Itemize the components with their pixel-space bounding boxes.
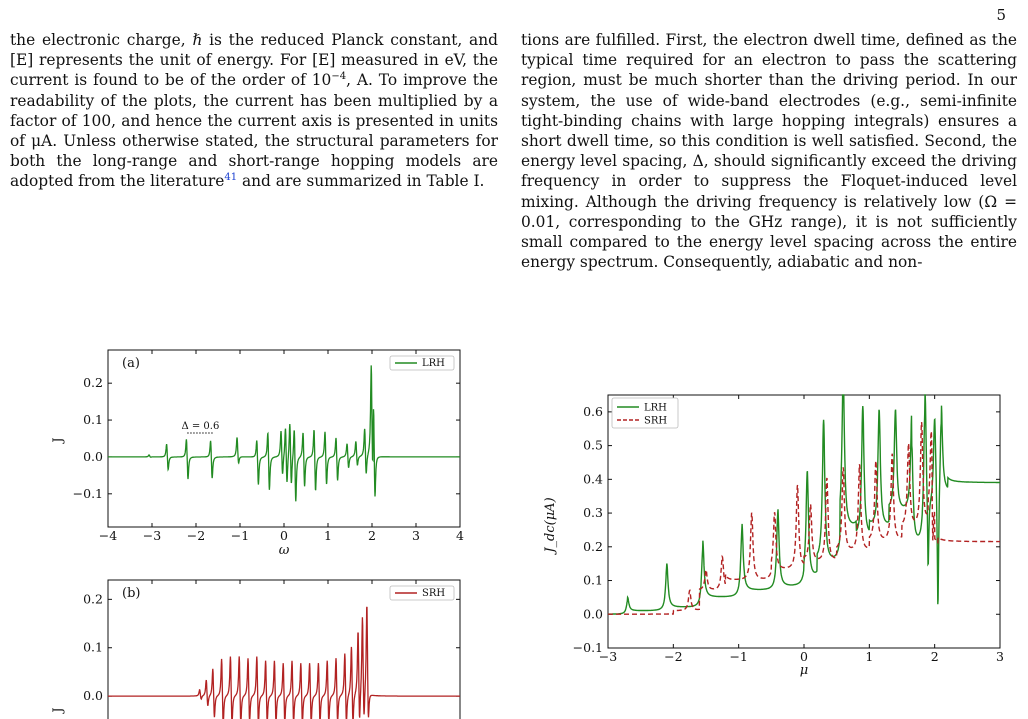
x-tick-label: 2 [931, 649, 939, 664]
y-tick-label: 0.0 [583, 606, 603, 621]
legend-label: LRH [422, 358, 445, 369]
x-tick-label: 4 [456, 528, 464, 543]
citation-link[interactable]: 41 [224, 172, 238, 184]
figure-jdc-vs-mu: 0.6 0.5 0.4 0.3 0.2 0.1 0.0 −0.1−3 −2 −1 0 1 2 3 J_dc(… [543, 394, 1004, 678]
plot-frame [107, 349, 461, 528]
y-tick-label: 0.0 [83, 449, 103, 464]
y-tick-label: 0.0 [83, 688, 103, 703]
y-tick-label: 0.2 [583, 539, 603, 554]
y-tick-label: 0.2 [83, 375, 103, 390]
panel-label: (a) [122, 356, 140, 371]
y-tick-label: 0.1 [83, 640, 103, 655]
x-tick-label: 0 [800, 649, 808, 664]
x-tick-label: −1 [729, 649, 747, 664]
y-tick-label: 0.1 [583, 573, 603, 588]
x-tick-label: −3 [599, 649, 617, 664]
figure-panel-a: 0.2 0.1 0.0 −0.1 −4 −3 −2 −1 0 1 2 3 4 (a) Jω LRH Δ = 0.… [51, 349, 464, 558]
left-text-part: the electronic charge, ℏ is the reduced … [10, 31, 498, 90]
x-tick-label: −2 [664, 649, 682, 664]
x-tick-label: 1 [865, 649, 873, 664]
legend-label: LRH [644, 403, 667, 414]
panel-label: (b) [122, 586, 140, 601]
legend-box [611, 397, 679, 429]
x-axis-label: ω [279, 543, 290, 558]
legend-box [389, 355, 455, 371]
y-axis-label: J_dc(μA) [543, 497, 558, 555]
y-tick-label: −0.1 [573, 640, 603, 655]
delta-annotation: Δ = 0.6 [181, 421, 219, 432]
series-line-lrh [108, 365, 460, 502]
y-tick-label: −0.1 [73, 486, 103, 501]
x-tick-label: −3 [143, 528, 161, 543]
legend-label: SRH [422, 588, 445, 599]
right-column-text: tions are fulfilled. First, the electron… [521, 30, 1017, 272]
x-tick-label: 3 [412, 528, 420, 543]
y-tick-label: 0.4 [583, 471, 603, 486]
y-axis-label: J [51, 707, 66, 714]
left-text-part: and are summarized in Table I. [237, 172, 485, 191]
legend-label: SRH [644, 416, 667, 427]
y-tick-label: 0.6 [583, 404, 603, 419]
page-number: 5 [996, 6, 1006, 24]
y-axis-label: J [51, 437, 66, 444]
x-axis-label: μ [800, 663, 808, 678]
x-tick-label: 0 [280, 528, 288, 543]
y-tick-label: 0.1 [83, 412, 103, 427]
x-tick-label: 3 [996, 649, 1004, 664]
x-tick-label: 1 [324, 528, 332, 543]
x-tick-label: −4 [99, 528, 117, 543]
x-tick-label: 2 [368, 528, 376, 543]
series-line-srh [608, 422, 1000, 615]
y-tick-label: 0.5 [583, 438, 603, 453]
figure-panel-b: 0.2 0.1 0.0 (b) J SRH [51, 579, 461, 719]
right-paragraph: tions are fulfilled. First, the electron… [521, 31, 1017, 272]
left-paragraph: the electronic charge, ℏ is the reduced … [10, 30, 498, 192]
left-text-part: , A. To improve the readability of the p… [10, 71, 498, 191]
exponent: −4 [331, 71, 347, 83]
x-tick-label: −2 [187, 528, 205, 543]
x-tick-label: −1 [231, 528, 249, 543]
y-tick-label: 0.3 [583, 505, 603, 520]
series-line-srh [108, 606, 460, 719]
left-column-text: the electronic charge, ℏ is the reduced … [10, 30, 498, 192]
y-tick-label: 0.2 [83, 591, 103, 606]
legend-box [389, 585, 455, 601]
